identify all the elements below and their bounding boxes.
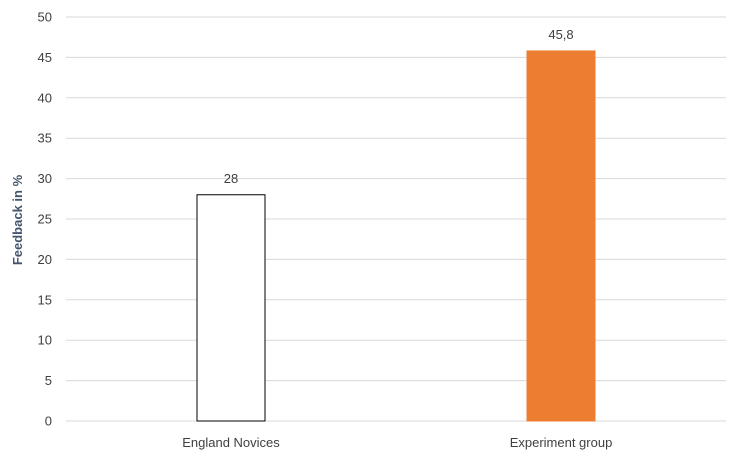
y-tick-label: 45 <box>38 50 52 65</box>
y-tick-label: 25 <box>38 212 52 227</box>
y-tick-label: 40 <box>38 90 52 105</box>
y-axis-ticks: 0 5 10 15 20 25 30 35 40 45 50 <box>38 10 52 429</box>
data-label-1: 45,8 <box>548 27 573 42</box>
data-label-0: 28 <box>224 171 238 186</box>
y-tick-label: 50 <box>38 10 52 25</box>
y-tick-label: 35 <box>38 131 52 146</box>
y-tick-label: 10 <box>38 333 52 348</box>
bars <box>196 50 596 422</box>
category-label-0: England Novices <box>182 435 280 450</box>
category-label-1: Experiment group <box>510 435 613 450</box>
y-tick-label: 20 <box>38 252 52 267</box>
y-axis-title: Feedback in % <box>10 174 25 265</box>
bar-1 <box>526 50 596 422</box>
y-tick-label: 0 <box>45 414 52 429</box>
gridlines <box>66 16 726 422</box>
bar-0 <box>196 194 266 422</box>
y-tick-label: 15 <box>38 292 52 307</box>
data-labels: 28 45,8 <box>224 27 574 186</box>
x-axis-categories: England Novices Experiment group <box>182 435 612 450</box>
y-tick-label: 30 <box>38 171 52 186</box>
y-tick-label: 5 <box>45 373 52 388</box>
